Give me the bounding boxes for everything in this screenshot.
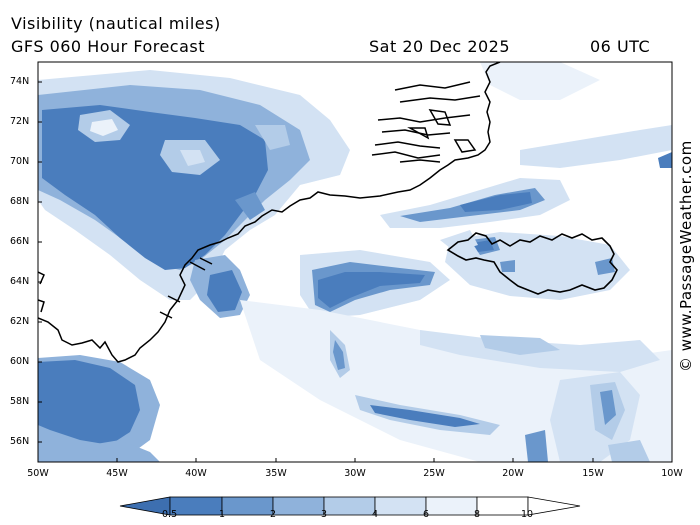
visibility-area (235, 192, 265, 220)
colorbar-label: 3 (321, 509, 328, 520)
visibility-area (480, 62, 600, 100)
lon-label: 30W (344, 468, 366, 479)
visibility-area (38, 360, 140, 445)
lon-label: 40W (185, 468, 207, 479)
visibility-area (500, 260, 515, 272)
lon-label: 20W (502, 468, 524, 479)
lat-label: 70N (10, 156, 30, 167)
lat-label: 68N (10, 196, 30, 207)
greenland-fjords-2 (407, 109, 477, 153)
lon-label: 15W (582, 468, 604, 479)
colorbar-swatch (374, 496, 427, 516)
lon-label: 45W (106, 468, 128, 479)
visibility-area (480, 335, 560, 355)
lat-label: 64N (10, 276, 30, 287)
visibility-area (520, 125, 672, 168)
greenland-sw-edge (38, 271, 45, 313)
colorbar (119, 496, 581, 516)
visibility-area (42, 105, 268, 270)
colorbar-label: 2 (270, 509, 277, 520)
lat-label: 58N (10, 396, 30, 407)
forecast-time: 06 UTC (590, 37, 651, 56)
colorbar-swatch (169, 496, 223, 516)
credit-text: © www.PassageWeather.com (677, 140, 695, 372)
lat-label: 74N (10, 76, 30, 87)
visibility-area (90, 119, 118, 136)
iceland-coast (446, 232, 618, 295)
colorbar-label: 10 (521, 509, 534, 520)
greenland-east-fjords (159, 257, 213, 319)
lat-label: 60N (10, 356, 30, 367)
forecast-label: GFS 060 Hour Forecast (11, 37, 206, 56)
forecast-date: Sat 20 Dec 2025 (369, 37, 511, 56)
colorbar-label: 6 (423, 509, 430, 520)
lat-label: 66N (10, 236, 30, 247)
visibility-area (255, 125, 290, 150)
visibility-area (525, 430, 548, 462)
lat-label: 56N (10, 436, 30, 447)
colorbar-label: 4 (372, 509, 379, 520)
greenland-fjords (371, 81, 481, 163)
lat-label: 62N (10, 316, 30, 327)
colorbar-label: 1 (219, 509, 226, 520)
coastline (38, 62, 501, 363)
visibility-area (180, 150, 205, 166)
visibility-area (600, 390, 616, 425)
colorbar-swatch (425, 496, 478, 516)
axis-ticks (38, 81, 594, 462)
lat-label: 72N (10, 116, 30, 127)
visibility-area (370, 405, 480, 427)
lon-label: 10W (661, 468, 683, 479)
greenland-coast (38, 62, 501, 363)
visibility-area (333, 340, 345, 370)
visibility-area (473, 240, 494, 252)
colorbar-swatch (323, 496, 376, 516)
visibility-area (207, 270, 242, 312)
colorbar-swatch (221, 496, 274, 516)
visibility-area (90, 440, 160, 462)
map-title: Visibility (nautical miles) (11, 14, 221, 33)
colorbar-swatch (272, 496, 325, 516)
lon-label: 50W (27, 468, 49, 479)
visibility-area (318, 272, 425, 308)
colorbar-swatch (527, 496, 581, 516)
lon-label: 35W (265, 468, 287, 479)
colorbar-label: 8 (474, 509, 481, 520)
visibility-area (608, 440, 650, 462)
visibility-area (658, 152, 672, 168)
visibility-fields (38, 62, 672, 462)
visibility-area (460, 192, 532, 212)
lon-label: 25W (423, 468, 445, 479)
colorbar-label: 0.5 (162, 509, 178, 520)
